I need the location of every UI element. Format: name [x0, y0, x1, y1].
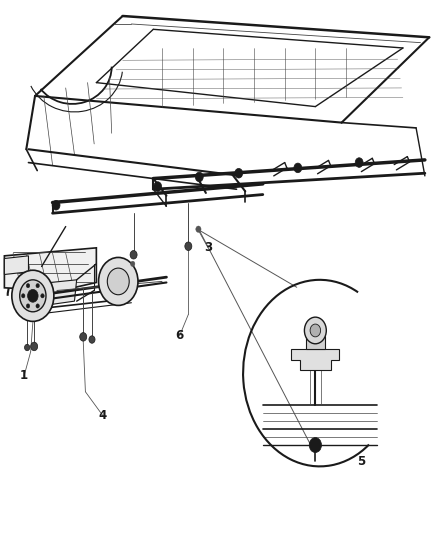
- Text: 2: 2: [125, 284, 133, 297]
- Polygon shape: [291, 349, 339, 370]
- Circle shape: [26, 284, 30, 288]
- Circle shape: [235, 168, 243, 178]
- Circle shape: [52, 200, 60, 210]
- Circle shape: [36, 284, 39, 288]
- Circle shape: [304, 317, 326, 344]
- Circle shape: [294, 163, 302, 173]
- Circle shape: [107, 268, 129, 295]
- Circle shape: [195, 172, 203, 182]
- Circle shape: [25, 344, 30, 351]
- Circle shape: [31, 342, 38, 351]
- Circle shape: [185, 242, 192, 251]
- Polygon shape: [4, 256, 28, 274]
- Circle shape: [355, 158, 363, 167]
- Circle shape: [89, 336, 95, 343]
- Circle shape: [80, 333, 87, 341]
- Polygon shape: [306, 336, 325, 349]
- Circle shape: [26, 304, 30, 308]
- Text: 5: 5: [357, 455, 365, 467]
- Circle shape: [131, 261, 135, 266]
- Polygon shape: [4, 248, 96, 290]
- Circle shape: [99, 257, 138, 305]
- Circle shape: [130, 251, 137, 259]
- Text: 3: 3: [204, 241, 212, 254]
- Polygon shape: [48, 280, 77, 305]
- Circle shape: [20, 280, 46, 312]
- Circle shape: [310, 324, 321, 337]
- Circle shape: [41, 294, 44, 298]
- Circle shape: [309, 438, 321, 453]
- Text: 4: 4: [99, 409, 107, 422]
- Circle shape: [36, 304, 39, 308]
- Circle shape: [28, 289, 38, 302]
- Circle shape: [12, 270, 54, 321]
- Circle shape: [21, 294, 25, 298]
- Circle shape: [154, 182, 162, 191]
- Circle shape: [196, 226, 201, 232]
- Text: 1: 1: [20, 369, 28, 382]
- Text: 6: 6: [176, 329, 184, 342]
